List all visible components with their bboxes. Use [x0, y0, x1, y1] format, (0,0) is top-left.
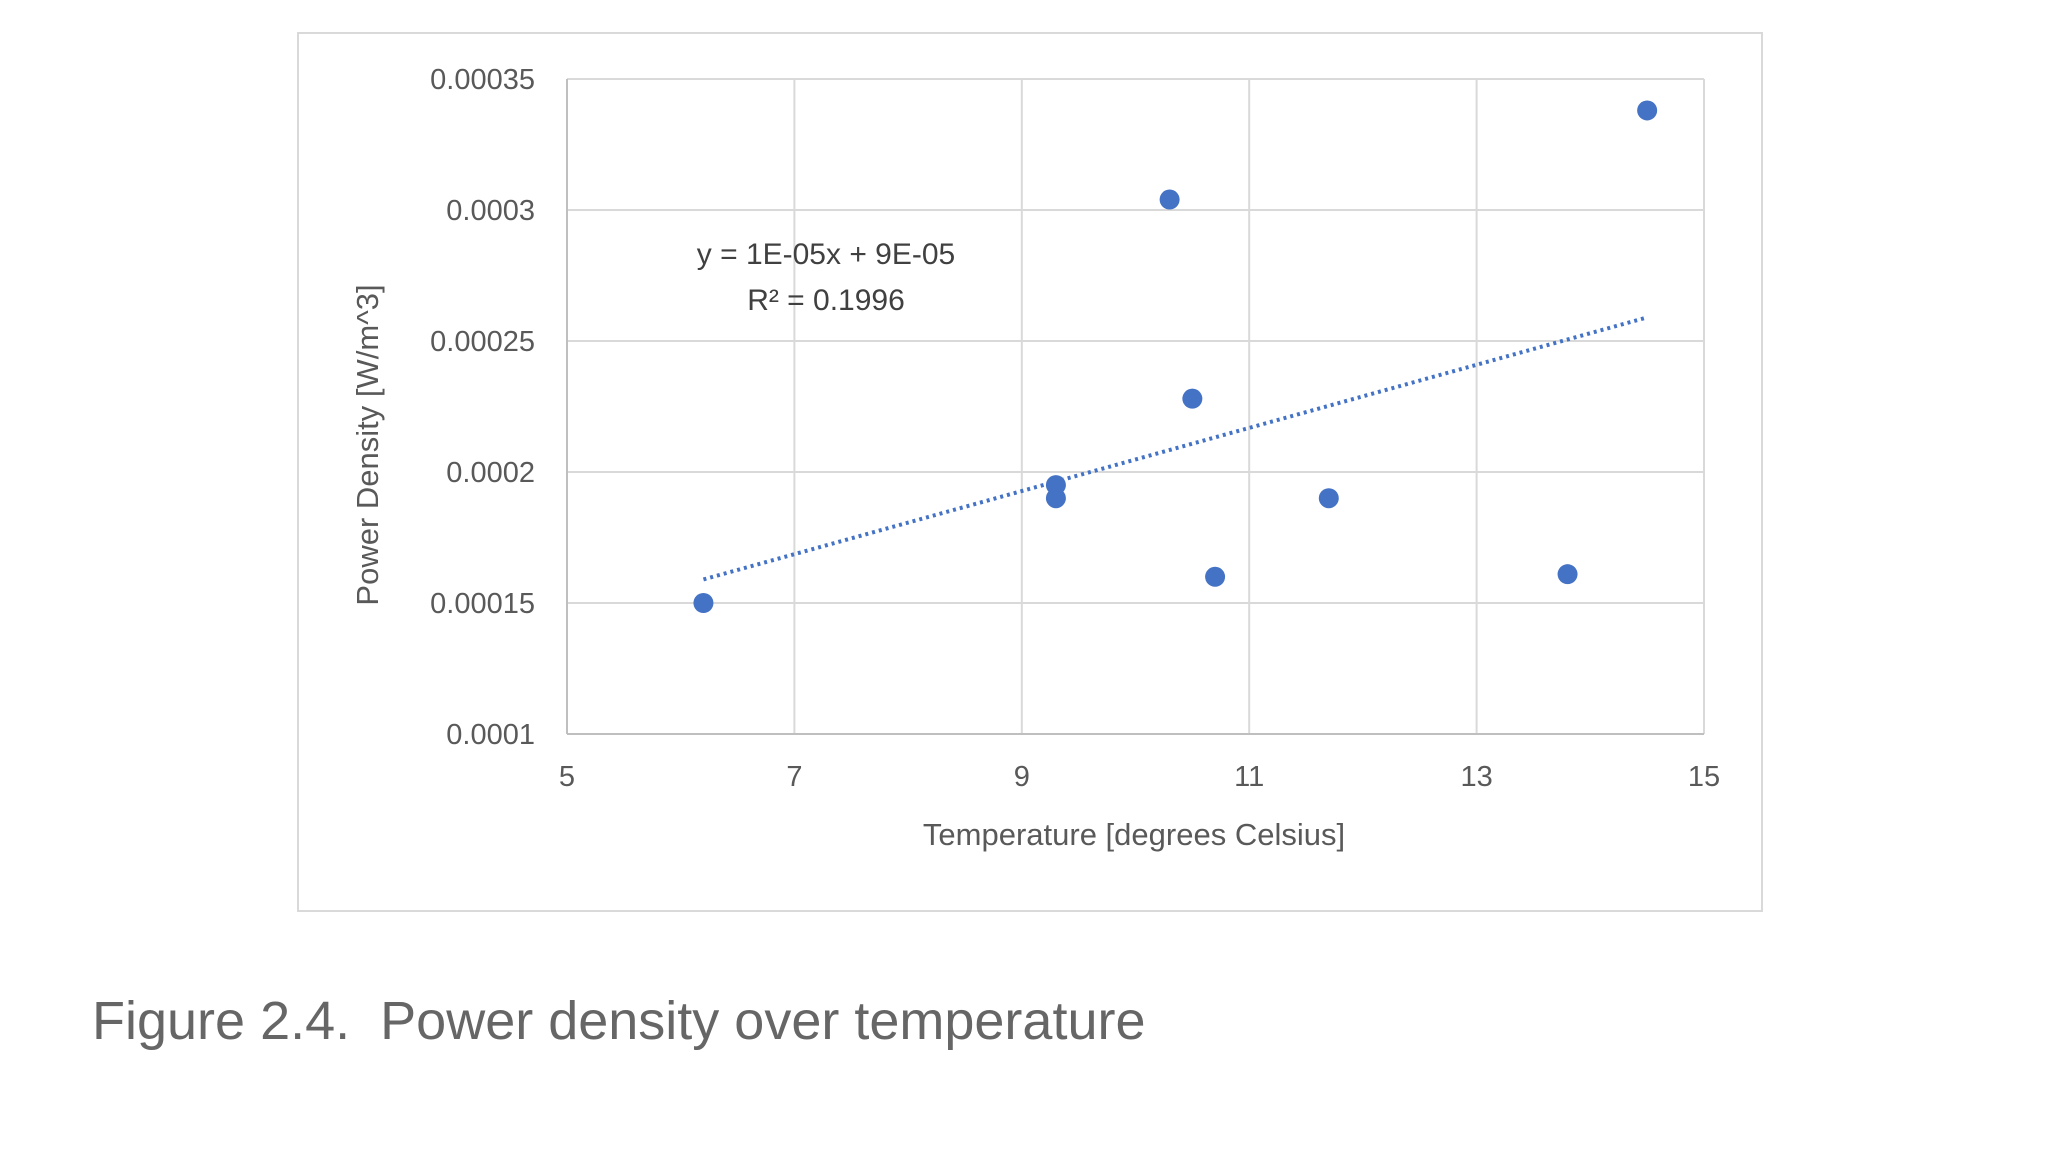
- x-tick-label: 7: [786, 761, 802, 793]
- figure-caption: Figure 2.4. Power density over temperatu…: [92, 991, 1146, 1051]
- linear-trendline: [702, 315, 1648, 582]
- data-point: [1318, 488, 1339, 509]
- y-tick-label: 0.0001: [446, 719, 535, 751]
- data-point: [693, 593, 714, 613]
- y-tick-label: 0.0002: [446, 457, 535, 489]
- tick-labels: 5 7 9 11 13 15 0.0001 0.00015 0.0002 0.00025 0.000…: [430, 64, 1720, 793]
- x-tick-label: 11: [1234, 761, 1264, 793]
- y-axis-title: Power Density [W/m^3]: [350, 284, 385, 605]
- x-tick-label: 5: [559, 761, 575, 793]
- data-point: [1205, 566, 1226, 587]
- data-point: [1637, 100, 1658, 121]
- y-tick-label: 0.0003: [446, 195, 535, 227]
- data-point: [1159, 189, 1180, 210]
- axes: [566, 79, 1704, 735]
- y-tick-label: 0.00025: [430, 326, 535, 358]
- y-tick-label: 0.00015: [430, 588, 535, 620]
- trendline-layer: [702, 315, 1648, 582]
- data-point: [1182, 388, 1203, 409]
- x-tick-label: 15: [1688, 761, 1720, 793]
- x-axis-title: Temperature [degrees Celsius]: [923, 817, 1345, 852]
- chart-frame: 5 7 9 11 13 15 0.0001 0.00015 0.0002 0.00025 0.000…: [297, 32, 1763, 912]
- x-tick-label: 13: [1460, 761, 1492, 793]
- trendline-equation: y = 1E-05x + 9E-05: [697, 238, 956, 271]
- x-tick-label: 9: [1014, 761, 1030, 793]
- scatter-chart: 5 7 9 11 13 15 0.0001 0.00015 0.0002 0.00025 0.000…: [350, 64, 1720, 852]
- trendline-r-squared: R² = 0.1996: [747, 284, 905, 317]
- grid-lines: [566, 78, 1705, 735]
- y-tick-label: 0.00035: [430, 64, 535, 96]
- data-point: [1557, 564, 1578, 585]
- data-point: [1045, 488, 1066, 509]
- data-points: [693, 100, 1658, 613]
